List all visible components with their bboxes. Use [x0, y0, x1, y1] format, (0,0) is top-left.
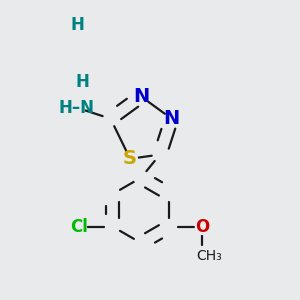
Text: H: H [76, 74, 89, 92]
Text: S: S [123, 149, 137, 168]
Text: N: N [133, 87, 149, 106]
Text: H–N: H–N [58, 99, 94, 117]
Text: H: H [70, 16, 84, 34]
Text: O: O [195, 218, 209, 236]
Text: CH₃: CH₃ [196, 248, 222, 262]
Text: N: N [164, 109, 180, 128]
Text: Cl: Cl [70, 218, 88, 236]
